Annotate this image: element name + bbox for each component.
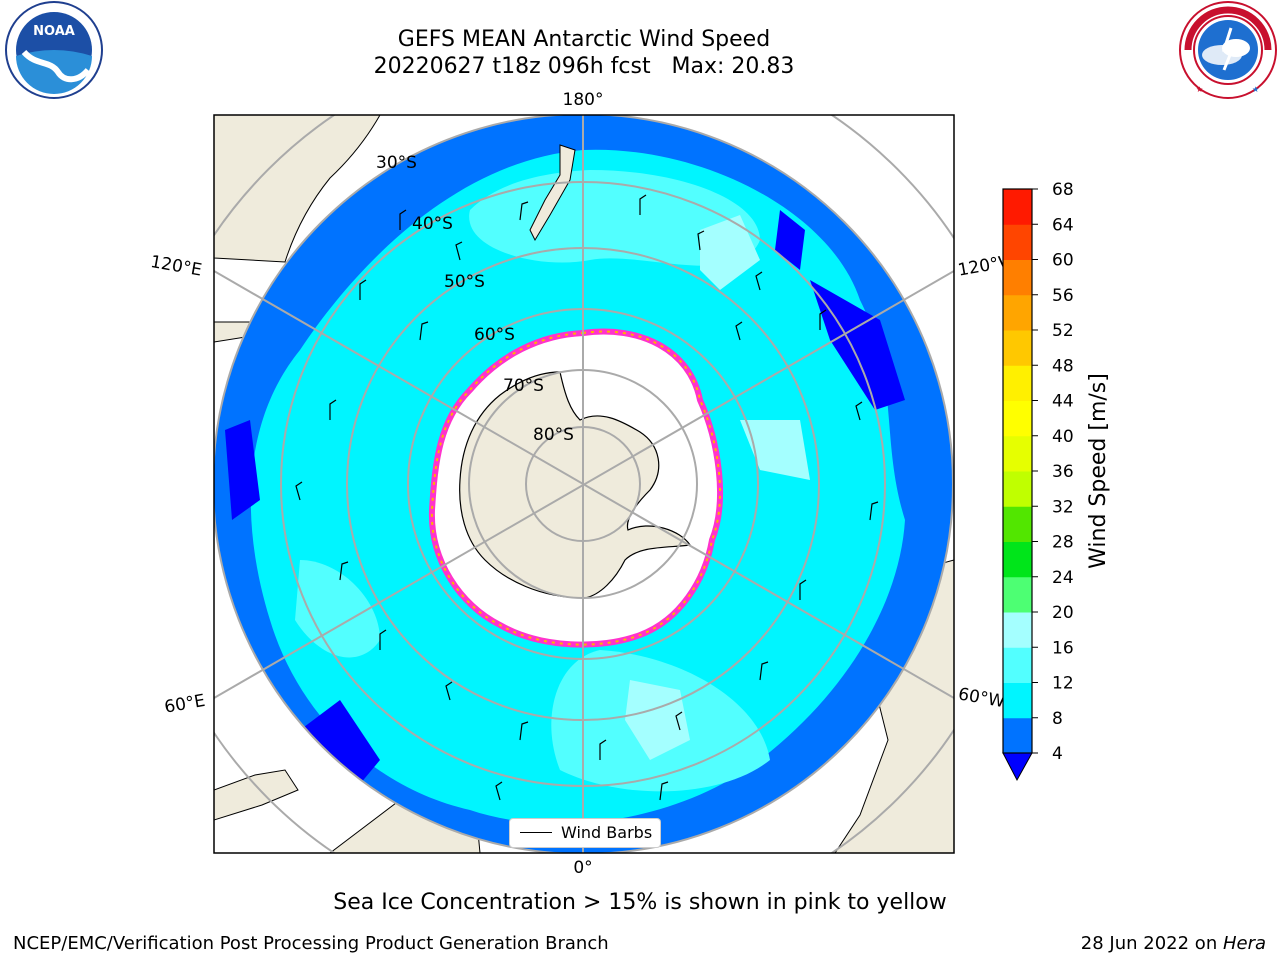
plot-title: GEFS MEAN Antarctic Wind Speed xyxy=(397,27,771,52)
nws-logo: ★ ★ xyxy=(1179,1,1277,99)
antarctica xyxy=(459,371,692,599)
noaa-logo-text: NOAA xyxy=(33,24,75,39)
label-120w: 120°W xyxy=(956,251,1017,281)
label-120e: 120°E xyxy=(149,252,203,281)
label-60w: 60°W xyxy=(957,684,1007,712)
label-180: 180° xyxy=(563,90,604,110)
legend-label: Wind Barbs xyxy=(561,823,653,842)
label-50s: 50°S xyxy=(444,272,485,292)
noaa-logo: NOAA xyxy=(5,1,103,99)
label-80s: 80°S xyxy=(533,425,574,445)
wind-barbs-legend: Wind Barbs xyxy=(509,818,661,848)
label-40s: 40°S xyxy=(412,214,453,234)
footer-credit: NCEP/EMC/Verification Post Processing Pr… xyxy=(13,933,609,954)
footer-host: Hera xyxy=(1222,933,1266,954)
wind-barbs xyxy=(295,194,879,801)
caption: Sea Ice Concentration > 15% is shown in … xyxy=(333,890,947,915)
svg-text:★: ★ xyxy=(1196,85,1203,94)
plot-subtitle: 20220627 t18z 096h fcst Max: 20.83 xyxy=(373,54,795,79)
label-30s: 30°S xyxy=(376,153,417,173)
label-0: 0° xyxy=(573,858,592,878)
label-60e: 60°E xyxy=(163,691,207,718)
svg-text:★: ★ xyxy=(1252,85,1259,94)
label-60s: 60°S xyxy=(474,325,515,345)
legend-line-sample xyxy=(520,832,552,833)
label-70s: 70°S xyxy=(503,376,544,396)
footer-date: 28 Jun 2022 on Hera xyxy=(1081,933,1266,954)
footer-date-text: 28 Jun 2022 on xyxy=(1080,933,1223,954)
map-frame xyxy=(213,114,955,854)
graticule xyxy=(214,115,954,853)
